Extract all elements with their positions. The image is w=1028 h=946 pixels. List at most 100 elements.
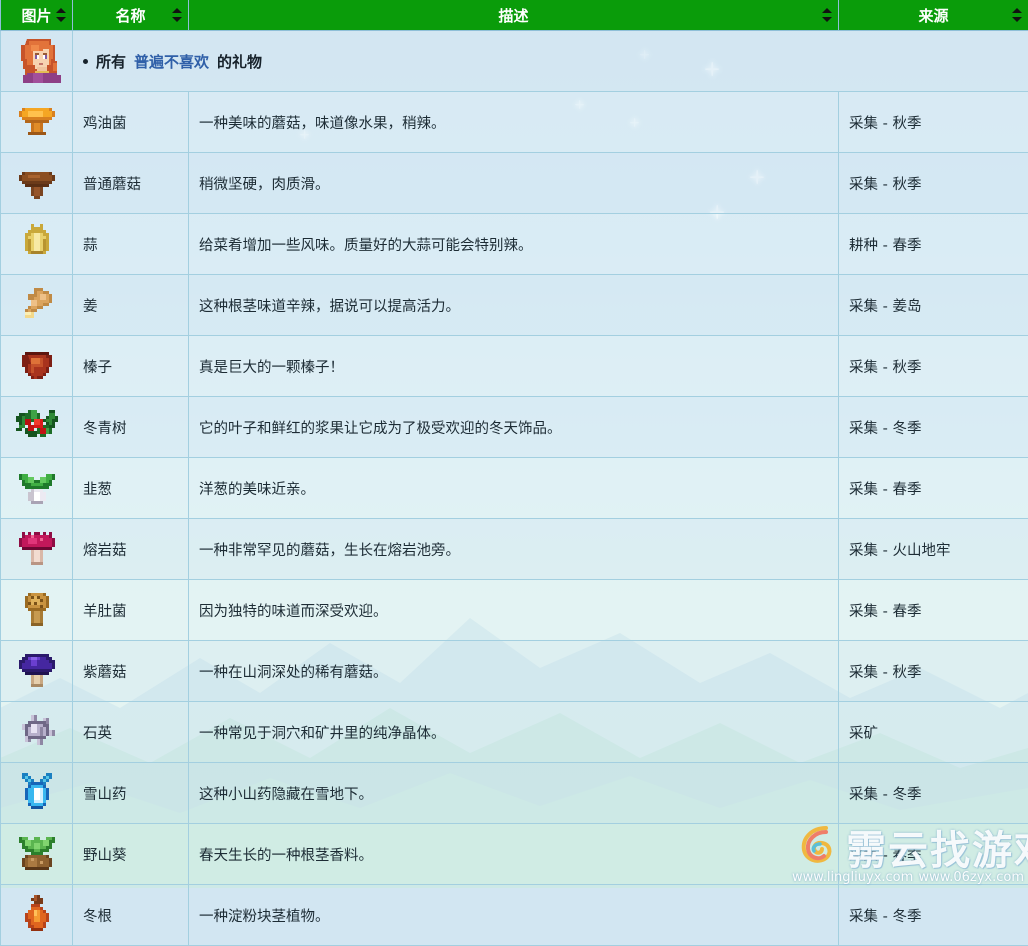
holly-icon [13, 401, 61, 449]
item-source[interactable]: 采集 - 秋季 [839, 336, 1028, 397]
column-header-source-label: 来源 [918, 7, 948, 25]
intro-avatar-cell [1, 31, 73, 92]
item-name[interactable]: 雪山药 [73, 763, 189, 824]
item-source[interactable]: 采集 - 姜岛 [839, 275, 1028, 336]
item-image-cell [1, 519, 73, 580]
column-header-description-label: 描述 [498, 7, 528, 25]
item-source[interactable]: 采集 - 春季 [839, 824, 1028, 885]
item-image-cell [1, 641, 73, 702]
item-name[interactable]: 野山葵 [73, 824, 189, 885]
item-source[interactable]: 采集 - 春季 [839, 580, 1028, 641]
table-row: 鸡油菌 一种美味的蘑菇，味道像水果，稍辣。 采集 - 秋季 [1, 92, 1028, 153]
leek-icon [13, 462, 61, 510]
item-name[interactable]: 石英 [73, 702, 189, 763]
intro-text-cell: 所有普遍不喜欢的礼物 [73, 31, 1028, 92]
item-source[interactable]: 采集 - 火山地牢 [839, 519, 1028, 580]
item-image-cell [1, 275, 73, 336]
item-image-cell [1, 580, 73, 641]
item-description: 给菜肴增加一些风味。质量好的大蒜可能会特别辣。 [189, 214, 839, 275]
table-row: 冬根 一种淀粉块茎植物。 采集 - 冬季 [1, 885, 1028, 946]
chanterelle-icon [13, 96, 61, 144]
table-row: 羊肚菌 因为独特的味道而深受欢迎。 采集 - 春季 [1, 580, 1028, 641]
item-name[interactable]: 姜 [73, 275, 189, 336]
intro-prefix: 所有 [96, 51, 126, 72]
item-source[interactable]: 采集 - 冬季 [839, 763, 1028, 824]
item-description: 一种非常罕见的蘑菇，生长在熔岩池旁。 [189, 519, 839, 580]
table-row: 冬青树 它的叶子和鲜红的浆果让它成为了极受欢迎的冬天饰品。 采集 - 冬季 [1, 397, 1028, 458]
ginger-icon [13, 279, 61, 327]
purple-mushroom-icon [13, 645, 61, 693]
item-source[interactable]: 采矿 [839, 702, 1028, 763]
item-description: 因为独特的味道而深受欢迎。 [189, 580, 839, 641]
item-description: 春天生长的一种根茎香料。 [189, 824, 839, 885]
item-description: 一种淀粉块茎植物。 [189, 885, 839, 946]
item-image-cell [1, 763, 73, 824]
table-body: 所有普遍不喜欢的礼物 鸡油菌 [1, 31, 1028, 946]
sort-icon[interactable] [172, 7, 182, 23]
sort-icon[interactable] [822, 7, 832, 23]
column-header-image[interactable]: 图片 [1, 0, 73, 31]
item-name[interactable]: 韭葱 [73, 458, 189, 519]
item-image-cell [1, 458, 73, 519]
item-name[interactable]: 熔岩菇 [73, 519, 189, 580]
item-name[interactable]: 羊肚菌 [73, 580, 189, 641]
magma-cap-icon [13, 523, 61, 571]
column-header-source[interactable]: 来源 [839, 0, 1028, 31]
table-header-row: 图片 名称 描述 来源 [1, 0, 1028, 31]
item-description: 一种常见于洞穴和矿井里的纯净晶体。 [189, 702, 839, 763]
table-row-intro: 所有普遍不喜欢的礼物 [1, 31, 1028, 92]
item-name[interactable]: 鸡油菌 [73, 92, 189, 153]
item-source[interactable]: 采集 - 秋季 [839, 92, 1028, 153]
quartz-icon [13, 706, 61, 754]
item-image-cell [1, 92, 73, 153]
column-header-image-label: 图片 [21, 7, 51, 25]
item-source[interactable]: 采集 - 冬季 [839, 397, 1028, 458]
item-name[interactable]: 榛子 [73, 336, 189, 397]
table-row: 雪山药 这种小山药隐藏在雪地下。 采集 - 冬季 [1, 763, 1028, 824]
penny-avatar [11, 35, 73, 83]
table-row: 熔岩菇 一种非常罕见的蘑菇，生长在熔岩池旁。 采集 - 火山地牢 [1, 519, 1028, 580]
item-name[interactable]: 普通蘑菇 [73, 153, 189, 214]
table-row: 石英 一种常见于洞穴和矿井里的纯净晶体。 采矿 [1, 702, 1028, 763]
item-image-cell [1, 336, 73, 397]
item-image-cell [1, 214, 73, 275]
item-image-cell [1, 824, 73, 885]
column-header-description[interactable]: 描述 [189, 0, 839, 31]
item-source[interactable]: 采集 - 秋季 [839, 153, 1028, 214]
item-source[interactable]: 采集 - 冬季 [839, 885, 1028, 946]
item-name[interactable]: 紫蘑菇 [73, 641, 189, 702]
bullet-dot [83, 59, 88, 64]
item-image-cell [1, 702, 73, 763]
item-source[interactable]: 采集 - 春季 [839, 458, 1028, 519]
common-mushroom-icon [13, 157, 61, 205]
item-description: 洋葱的美味近亲。 [189, 458, 839, 519]
hazelnut-icon [13, 340, 61, 388]
table-row: 韭葱 洋葱的美味近亲。 采集 - 春季 [1, 458, 1028, 519]
universally-disliked-link[interactable]: 普遍不喜欢 [134, 51, 209, 72]
item-description: 稍微坚硬，肉质滑。 [189, 153, 839, 214]
item-name[interactable]: 冬青树 [73, 397, 189, 458]
table-row: 榛子 真是巨大的一颗榛子！ 采集 - 秋季 [1, 336, 1028, 397]
item-image-cell [1, 397, 73, 458]
item-description: 它的叶子和鲜红的浆果让它成为了极受欢迎的冬天饰品。 [189, 397, 839, 458]
item-name[interactable]: 蒜 [73, 214, 189, 275]
garlic-icon [13, 218, 61, 266]
intro-suffix: 的礼物 [217, 51, 262, 72]
item-image-cell [1, 885, 73, 946]
item-source[interactable]: 采集 - 秋季 [839, 641, 1028, 702]
item-source[interactable]: 耕种 - 春季 [839, 214, 1028, 275]
table-row: 普通蘑菇 稍微坚硬，肉质滑。 采集 - 秋季 [1, 153, 1028, 214]
morel-icon [13, 584, 61, 632]
table-row: 野山葵 春天生长的一种根茎香料。 采集 - 春季 [1, 824, 1028, 885]
item-image-cell [1, 153, 73, 214]
item-description: 这种根茎味道辛辣，据说可以提高活力。 [189, 275, 839, 336]
sort-icon[interactable] [1012, 7, 1022, 23]
item-description: 真是巨大的一颗榛子！ [189, 336, 839, 397]
wild-horseradish-icon [13, 828, 61, 876]
winter-root-icon [13, 889, 61, 937]
item-name[interactable]: 冬根 [73, 885, 189, 946]
column-header-name[interactable]: 名称 [73, 0, 189, 31]
item-description: 一种在山洞深处的稀有蘑菇。 [189, 641, 839, 702]
snow-yam-icon [13, 767, 61, 815]
sort-icon[interactable] [56, 7, 66, 23]
